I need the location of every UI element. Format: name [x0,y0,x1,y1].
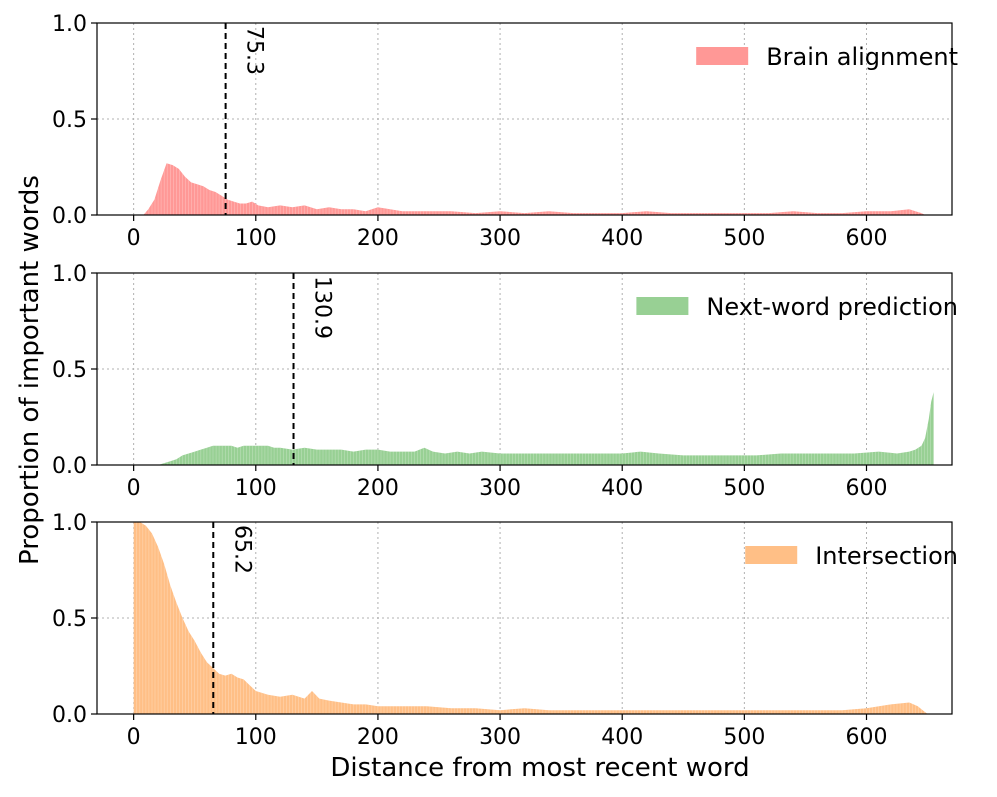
x-axis-title: Distance from most recent word [330,753,749,783]
x-tick-label: 500 [723,725,765,750]
x-tick-label: 0 [127,226,141,251]
legend-label: Brain alignment [766,43,958,71]
y-tick-label: 0.5 [52,607,87,632]
mean-line-label: 130.9 [310,276,335,339]
x-tick-label: 400 [601,476,643,501]
legend: Brain alignment [696,43,958,71]
x-tick-label: 400 [601,725,643,750]
x-tick-label: 100 [235,725,277,750]
panel-3: 65.2 0 100 200 300 400 500 600 0.0 0.5 1.0 Intersec… [52,511,958,750]
x-tick-label: 200 [357,226,399,251]
x-tick-label: 300 [479,226,521,251]
legend-label: Next-word prediction [706,293,958,321]
x-tick-label: 300 [479,476,521,501]
y-tick-label: 0.0 [52,703,87,728]
panels: 75.3 0 100 200 300 400 500 600 0.0 0.5 1.0 Brain al… [52,12,958,750]
y-tick-label: 1.0 [52,262,87,287]
panel-2: 130.9 0 100 200 300 400 500 600 0.0 0.5 1.0 Next-wo… [52,262,958,501]
series-area [133,392,934,465]
x-tick-label: 600 [846,725,888,750]
x-tick-label: 0 [127,476,141,501]
x-tick-label: 0 [127,725,141,750]
legend-label: Intersection [815,542,958,570]
y-axis-title: Proportion of important words [15,175,45,565]
x-tick-label: 200 [357,476,399,501]
series-bars [133,522,925,714]
y-tick-label: 0.5 [52,108,87,133]
x-tick-label: 500 [723,226,765,251]
x-tick-label: 200 [357,725,399,750]
x-tick-label: 600 [846,226,888,251]
mean-line-label: 75.3 [242,26,267,75]
x-tick-label: 300 [479,725,521,750]
x-tick-label: 400 [601,226,643,251]
x-tick-label: 600 [846,476,888,501]
x-tick-label: 100 [235,476,277,501]
mean-line-label: 65.2 [229,525,254,574]
y-tick-label: 1.0 [52,12,87,37]
y-tick-label: 0.5 [52,358,87,383]
x-tick-label: 100 [235,226,277,251]
x-tick-label: 500 [723,476,765,501]
legend: Intersection [745,542,958,570]
legend-swatch [636,297,689,315]
legend: Next-word prediction [636,293,958,321]
y-tick-label: 0.0 [52,454,87,479]
y-tick-label: 0.0 [52,204,87,229]
series-bars [145,163,922,215]
panel-1: 75.3 0 100 200 300 400 500 600 0.0 0.5 1.0 Brain al… [52,12,958,251]
y-tick-label: 1.0 [52,511,87,536]
legend-swatch [696,47,749,65]
series-area [133,163,926,215]
legend-swatch [745,546,798,564]
